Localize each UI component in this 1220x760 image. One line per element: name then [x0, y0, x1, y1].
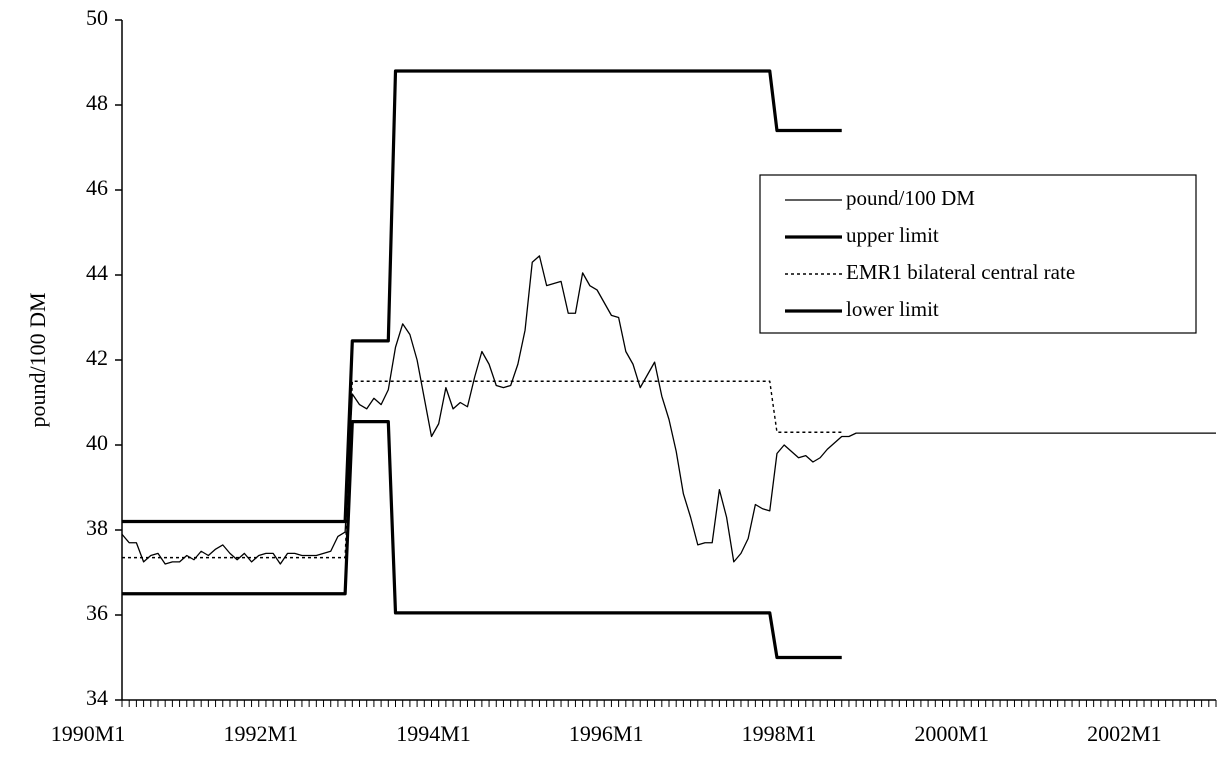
y-axis-label: pound/100 DM — [25, 292, 50, 427]
x-tick-label: 1990M1 — [51, 721, 126, 746]
x-tick-label: 1994M1 — [396, 721, 471, 746]
y-tick-label: 42 — [86, 345, 108, 370]
legend-label: EMR1 bilateral central rate — [846, 260, 1075, 284]
series-line — [122, 420, 842, 660]
y-tick-label: 48 — [86, 90, 108, 115]
legend-label: lower limit — [846, 297, 939, 321]
series-line — [122, 380, 842, 559]
x-tick-label: 2000M1 — [914, 721, 989, 746]
x-tick-label: 1998M1 — [742, 721, 817, 746]
y-tick-label: 44 — [86, 260, 108, 285]
legend-label: upper limit — [846, 223, 939, 247]
series-line — [121, 255, 1216, 565]
legend-label: pound/100 DM — [846, 186, 975, 210]
y-tick-label: 38 — [86, 515, 108, 540]
y-tick-label: 46 — [86, 175, 108, 200]
y-tick-label: 34 — [86, 685, 108, 710]
legend-box — [759, 174, 1197, 334]
series-line — [122, 69, 842, 524]
y-tick-label: 50 — [86, 5, 108, 30]
y-tick-label: 40 — [86, 430, 108, 455]
y-tick-label: 36 — [86, 600, 108, 625]
x-tick-label: 2002M1 — [1087, 721, 1162, 746]
x-tick-label: 1992M1 — [223, 721, 298, 746]
x-tick-label: 1996M1 — [569, 721, 644, 746]
